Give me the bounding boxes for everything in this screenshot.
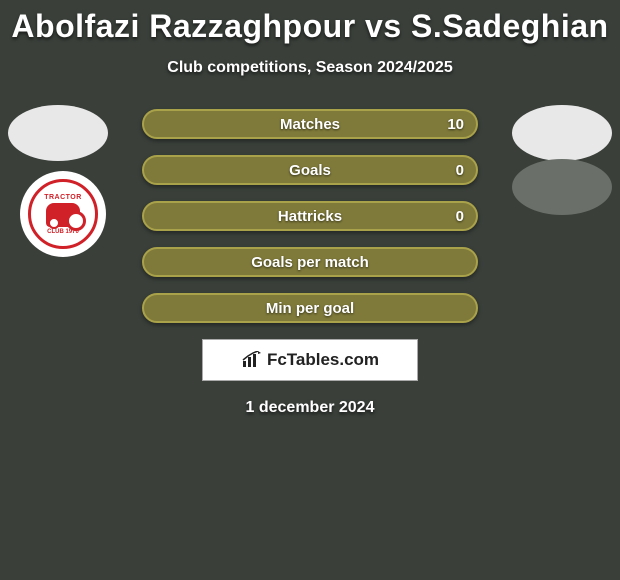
stat-row-min-per-goal: Min per goal <box>142 293 478 323</box>
tractor-icon <box>46 203 80 227</box>
club-left-logo: TRACTOR CLUB 1970 <box>20 171 106 257</box>
club-logo-top-text: TRACTOR <box>44 194 82 201</box>
club-right-avatar <box>512 159 612 215</box>
stat-label: Goals per match <box>251 254 369 271</box>
stat-row-hattricks: Hattricks 0 <box>142 201 478 231</box>
brand-text: FcTables.com <box>267 350 379 370</box>
bar-chart-icon <box>241 351 263 369</box>
stat-right-value: 0 <box>456 208 464 225</box>
stat-row-goals-per-match: Goals per match <box>142 247 478 277</box>
page-title: Abolfazi Razzaghpour vs S.Sadeghian <box>0 0 620 45</box>
stats-area: TRACTOR CLUB 1970 Matches 10 Goals 0 Hat… <box>0 109 620 417</box>
stat-label: Matches <box>280 116 340 133</box>
date-text: 1 december 2024 <box>0 399 620 417</box>
stat-label: Min per goal <box>266 300 354 317</box>
stat-right-value: 10 <box>447 116 464 133</box>
subtitle: Club competitions, Season 2024/2025 <box>0 59 620 77</box>
stat-label: Goals <box>289 162 331 179</box>
player-left-avatar <box>8 105 108 161</box>
brand-box: FcTables.com <box>202 339 418 381</box>
stat-row-matches: Matches 10 <box>142 109 478 139</box>
stat-label: Hattricks <box>278 208 342 225</box>
player-right-avatar <box>512 105 612 161</box>
stat-right-value: 0 <box>456 162 464 179</box>
stat-rows: Matches 10 Goals 0 Hattricks 0 Goals per… <box>142 109 478 323</box>
stat-row-goals: Goals 0 <box>142 155 478 185</box>
